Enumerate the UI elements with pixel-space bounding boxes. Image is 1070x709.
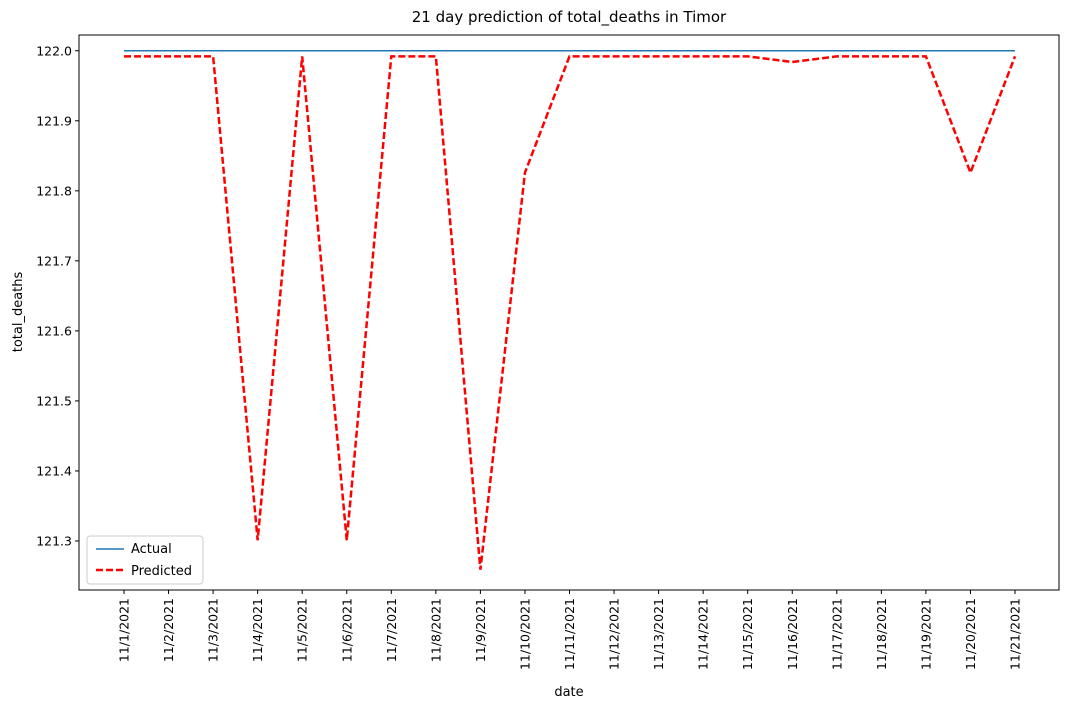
x-tick-label: 11/18/2021 (874, 598, 889, 670)
legend: Actual Predicted (86, 535, 204, 585)
series-layer (124, 50, 1017, 570)
x-tick-label: 11/10/2021 (517, 598, 532, 670)
y-axis: 121.3 121.4 121.5 121.6 121.7 121.8 121.9 122.0 (36, 43, 79, 548)
plot-area (78, 34, 1060, 591)
y-tick-label: 121.3 (36, 533, 72, 548)
x-tick-label: 11/15/2021 (740, 598, 755, 670)
legend-box (86, 535, 204, 585)
x-tick-label: 11/16/2021 (785, 598, 800, 670)
legend-label-predicted: Predicted (131, 564, 192, 579)
x-axis: 11/1/2021 11/2/2021 11/3/2021 11/4/2021 11/5… (117, 590, 1023, 670)
x-tick-label: 11/2/2021 (161, 598, 176, 662)
legend-label-actual: Actual (131, 542, 172, 557)
x-tick-label: 11/14/2021 (696, 598, 711, 670)
x-tick-label: 11/19/2021 (918, 598, 933, 670)
x-tick-label: 11/12/2021 (607, 598, 622, 670)
x-tick-label: 11/7/2021 (384, 598, 399, 662)
y-tick-label: 122.0 (36, 43, 72, 58)
x-tick-label: 11/3/2021 (206, 598, 221, 662)
x-tick-label: 11/1/2021 (117, 598, 132, 662)
x-tick-label: 11/8/2021 (428, 598, 443, 662)
chart-title: 21 day prediction of total_deaths in Tim… (412, 8, 727, 27)
x-tick-label: 11/17/2021 (829, 598, 844, 670)
y-tick-label: 121.4 (36, 463, 72, 478)
y-tick-label: 121.7 (36, 253, 72, 268)
y-tick-label: 121.6 (36, 323, 72, 338)
x-tick-label: 11/4/2021 (250, 598, 265, 662)
x-tick-label: 11/13/2021 (651, 598, 666, 670)
y-tick-label: 121.8 (36, 183, 72, 198)
y-axis-label: total_deaths (11, 272, 26, 353)
x-tick-label: 11/21/2021 (1008, 598, 1023, 670)
x-tick-label: 11/6/2021 (339, 598, 354, 662)
y-tick-label: 121.9 (36, 113, 72, 128)
x-tick-label: 11/20/2021 (963, 598, 978, 670)
x-axis-label: date (554, 685, 583, 700)
series-line-predicted (124, 55, 1017, 570)
x-tick-label: 11/5/2021 (295, 598, 310, 662)
x-tick-label: 11/9/2021 (473, 598, 488, 662)
y-tick-label: 121.5 (36, 393, 72, 408)
x-tick-label: 11/11/2021 (562, 598, 577, 670)
